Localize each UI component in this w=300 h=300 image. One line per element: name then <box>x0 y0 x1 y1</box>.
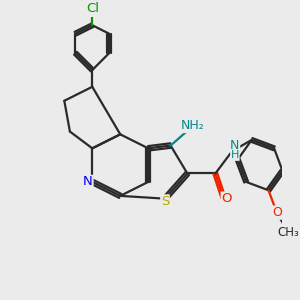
Text: O: O <box>221 192 232 205</box>
Text: N: N <box>83 176 93 188</box>
Text: S: S <box>161 195 169 208</box>
Text: NH₂: NH₂ <box>181 119 205 132</box>
Text: N: N <box>230 139 240 152</box>
Text: H: H <box>231 150 239 160</box>
Text: O: O <box>272 206 282 219</box>
Text: Cl: Cl <box>86 2 99 15</box>
Text: CH₃: CH₃ <box>277 226 299 239</box>
